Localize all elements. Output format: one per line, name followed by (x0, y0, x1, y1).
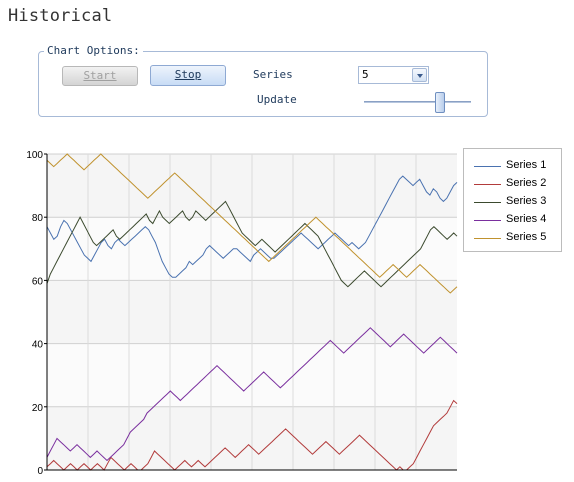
legend-swatch (474, 220, 501, 221)
y-tick-label: 40 (32, 340, 44, 351)
page-title: Historical (8, 6, 113, 26)
series-line-5 (46, 153, 458, 294)
series-line-2 (46, 399, 458, 471)
y-axis-ticks: 0 20 40 60 80 100 (26, 150, 47, 477)
y-tick-label: 20 (32, 403, 44, 414)
legend-label: Series 5 (506, 231, 547, 243)
stop-button-label: Stop (174, 68, 202, 81)
start-button-label: Start (83, 69, 117, 82)
stop-button[interactable]: Stop (150, 65, 226, 86)
series-line-1 (46, 175, 458, 278)
legend-swatch (474, 184, 501, 185)
legend-swatch (474, 202, 501, 203)
legend-swatch (474, 238, 501, 239)
legend-label: Series 3 (506, 195, 547, 207)
series-label: Series (253, 68, 293, 81)
legend-label: Series 4 (506, 213, 547, 225)
start-button[interactable]: Start (62, 66, 138, 86)
update-slider-track[interactable] (364, 101, 471, 103)
y-tick-label: 60 (32, 276, 44, 287)
y-tick-label: 80 (32, 213, 44, 224)
chart-legend: Series 1 Series 2 Series 3 Series 4 Series 5 (463, 148, 562, 252)
grid-lines (47, 153, 457, 471)
legend-swatch (474, 166, 501, 167)
series-lines (46, 153, 458, 471)
y-tick-label: 0 (37, 466, 43, 477)
chart-options-legend: Chart Options: (44, 44, 143, 57)
y-tick-label: 100 (26, 150, 43, 161)
update-label: Update (257, 93, 297, 106)
historical-chart: 0 20 40 60 80 100 (26, 150, 458, 477)
series-select-value: 5 (362, 68, 369, 81)
chart-options-group: Chart Options: Start Stop Series 5 Updat… (38, 44, 488, 117)
legend-label: Series 1 (506, 159, 547, 171)
series-line-4 (46, 327, 458, 462)
chevron-down-icon[interactable] (412, 68, 427, 82)
axes (46, 154, 457, 471)
series-select[interactable]: 5 (358, 66, 429, 84)
update-slider-thumb[interactable] (435, 92, 446, 113)
series-line-3 (46, 200, 458, 288)
legend-label: Series 2 (506, 177, 547, 189)
